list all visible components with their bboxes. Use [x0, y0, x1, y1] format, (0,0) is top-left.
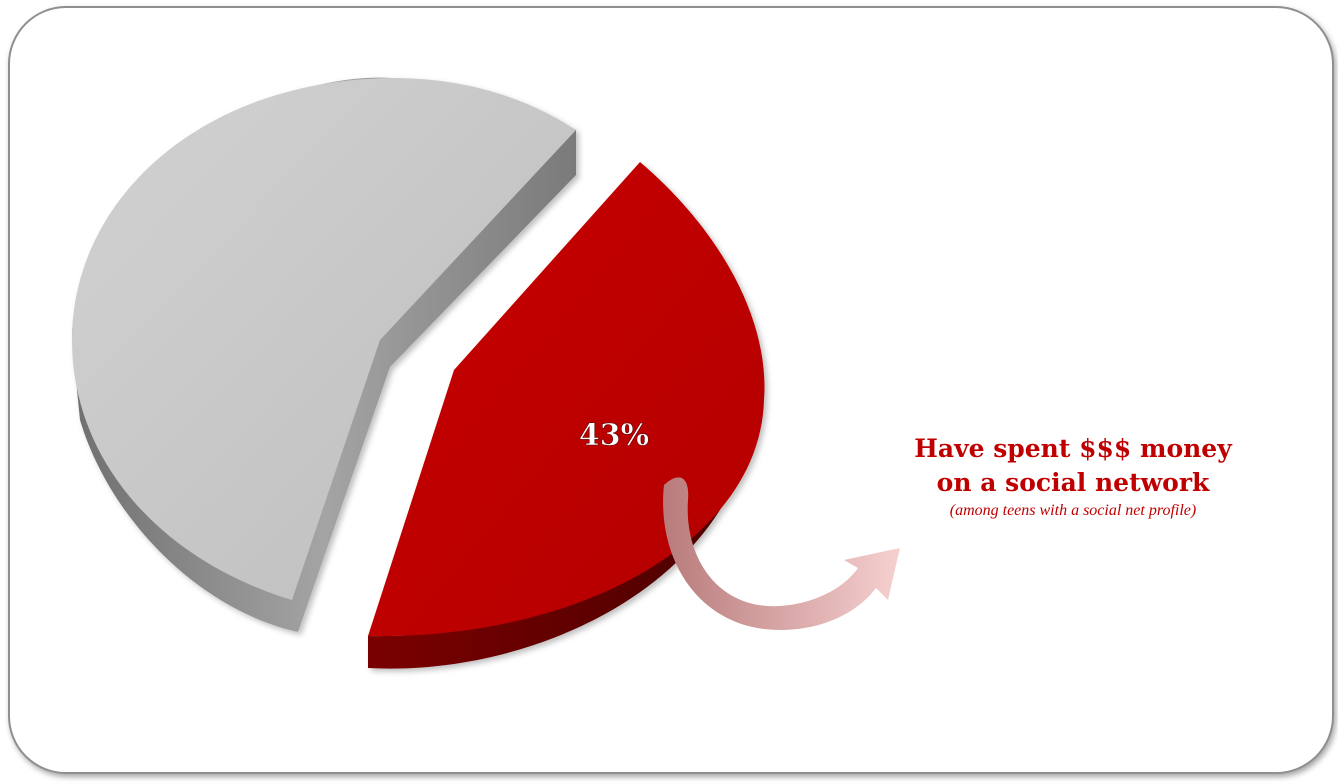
slice-label-highlight: 43% [579, 418, 649, 453]
callout-title-line2: on a social network [936, 468, 1210, 497]
pie-slice-other-top [72, 78, 576, 600]
pie-slice-other [72, 77, 576, 632]
callout-subtitle: (among teens with a social net profile) [949, 502, 1197, 519]
curved-arrow-icon [663, 477, 900, 630]
callout: Have spent $$$ money on a social network… [838, 432, 1308, 522]
callout-title-line1: Have spent $$$ money [914, 434, 1232, 463]
